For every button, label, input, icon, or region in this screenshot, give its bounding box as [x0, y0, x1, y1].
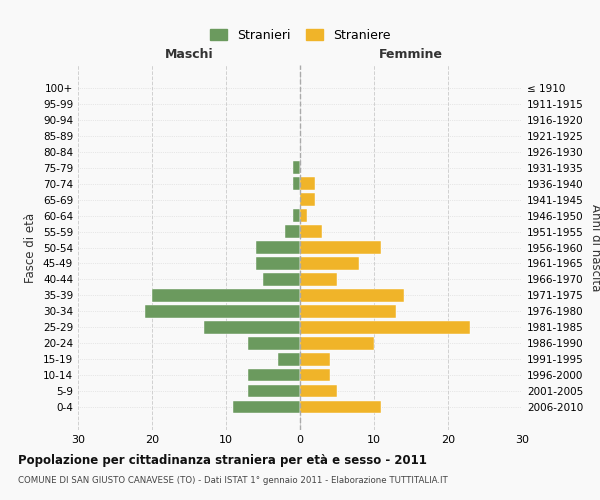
Bar: [293, 210, 300, 222]
Bar: [248, 337, 300, 349]
Bar: [256, 257, 300, 270]
Bar: [204, 321, 300, 334]
Bar: [300, 226, 322, 238]
Bar: [233, 401, 300, 413]
Bar: [300, 337, 374, 349]
Bar: [300, 257, 359, 270]
Bar: [293, 162, 300, 174]
Text: Popolazione per cittadinanza straniera per età e sesso - 2011: Popolazione per cittadinanza straniera p…: [18, 454, 427, 467]
Y-axis label: Fasce di età: Fasce di età: [25, 212, 37, 282]
Text: COMUNE DI SAN GIUSTO CANAVESE (TO) - Dati ISTAT 1° gennaio 2011 - Elaborazione T: COMUNE DI SAN GIUSTO CANAVESE (TO) - Dat…: [18, 476, 448, 485]
Bar: [300, 385, 337, 398]
Bar: [300, 401, 382, 413]
Bar: [248, 369, 300, 382]
Bar: [256, 242, 300, 254]
Bar: [300, 289, 404, 302]
Bar: [300, 242, 382, 254]
Bar: [300, 210, 307, 222]
Text: Maschi: Maschi: [164, 48, 214, 60]
Bar: [248, 385, 300, 398]
Text: Femmine: Femmine: [379, 48, 443, 60]
Bar: [293, 178, 300, 190]
Bar: [152, 289, 300, 302]
Bar: [300, 353, 329, 366]
Bar: [300, 178, 315, 190]
Bar: [300, 305, 396, 318]
Bar: [285, 226, 300, 238]
Bar: [278, 353, 300, 366]
Bar: [300, 194, 315, 206]
Bar: [300, 273, 337, 285]
Bar: [145, 305, 300, 318]
Bar: [300, 369, 329, 382]
Bar: [263, 273, 300, 285]
Legend: Stranieri, Straniere: Stranieri, Straniere: [205, 24, 395, 47]
Bar: [300, 321, 470, 334]
Y-axis label: Anni di nascita: Anni di nascita: [589, 204, 600, 291]
